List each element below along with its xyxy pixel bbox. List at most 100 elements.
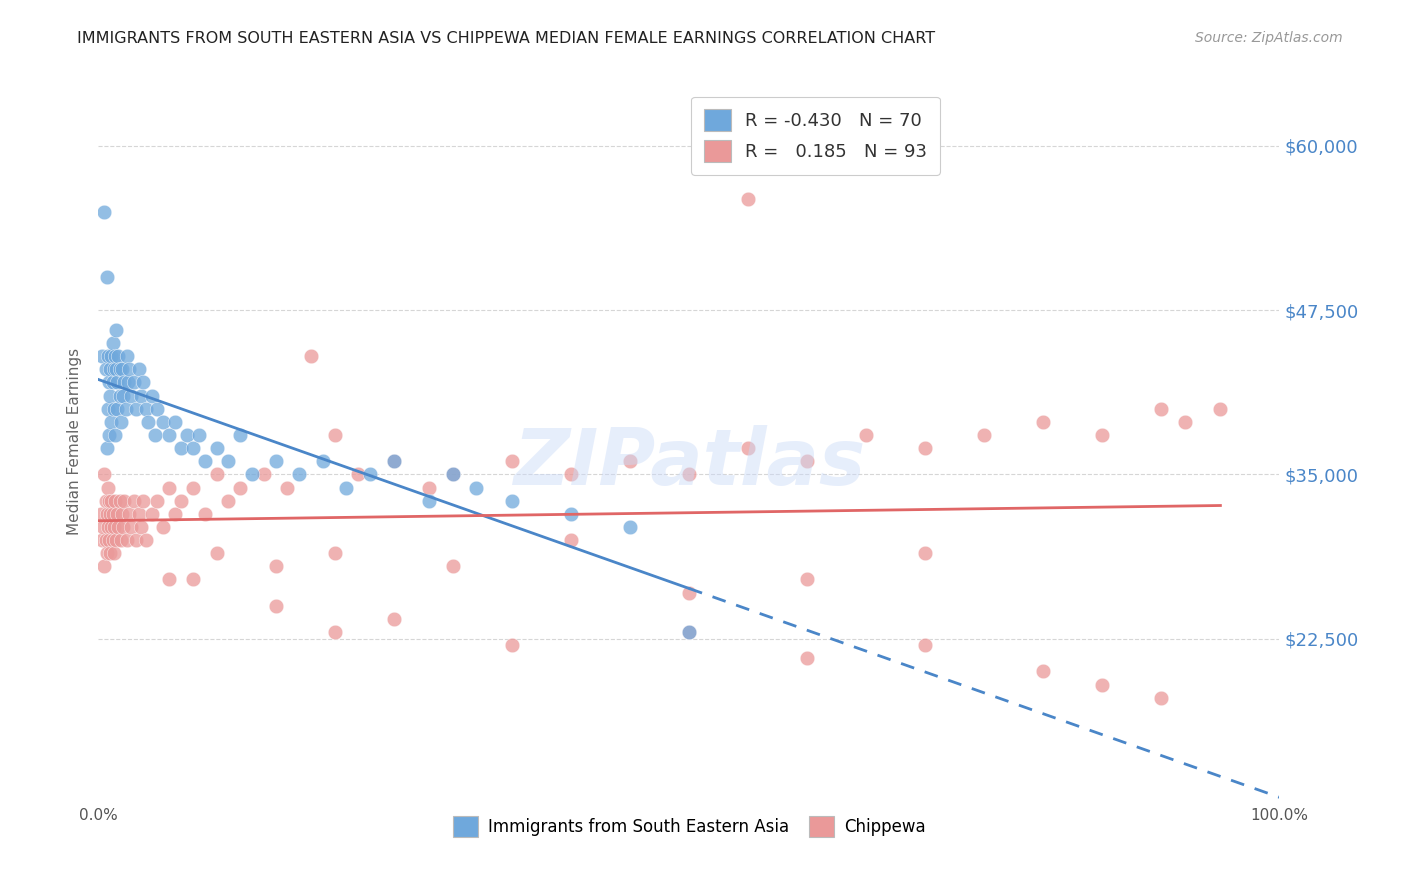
Point bbox=[914, 638, 936, 652]
Point bbox=[97, 520, 120, 534]
Point bbox=[100, 520, 122, 534]
Point bbox=[125, 401, 148, 416]
Point bbox=[165, 507, 187, 521]
Point bbox=[110, 533, 132, 547]
Text: IMMIGRANTS FROM SOUTH EASTERN ASIA VS CHIPPEWA MEDIAN FEMALE EARNINGS CORRELATIO: IMMIGRANTS FROM SOUTH EASTERN ASIA VS CH… bbox=[77, 31, 935, 46]
Point bbox=[170, 493, 193, 508]
Point bbox=[382, 454, 405, 468]
Point bbox=[101, 376, 124, 390]
Point bbox=[264, 559, 287, 574]
Point bbox=[111, 507, 134, 521]
Point bbox=[796, 454, 818, 468]
Text: Source: ZipAtlas.com: Source: ZipAtlas.com bbox=[1195, 31, 1343, 45]
Point bbox=[678, 625, 700, 640]
Point bbox=[94, 493, 117, 508]
Point bbox=[205, 467, 228, 482]
Point bbox=[1174, 415, 1197, 429]
Point bbox=[96, 507, 118, 521]
Point bbox=[253, 467, 276, 482]
Point bbox=[94, 533, 117, 547]
Point bbox=[97, 481, 120, 495]
Point bbox=[146, 401, 169, 416]
Point bbox=[141, 388, 163, 402]
Point bbox=[128, 507, 150, 521]
Point bbox=[107, 520, 129, 534]
Point bbox=[98, 376, 121, 390]
Point bbox=[104, 349, 127, 363]
Point bbox=[165, 415, 187, 429]
Point bbox=[560, 507, 582, 521]
Point bbox=[323, 625, 346, 640]
Y-axis label: Median Female Earnings: Median Female Earnings bbox=[67, 348, 83, 535]
Point bbox=[96, 441, 118, 455]
Point bbox=[855, 428, 877, 442]
Point bbox=[678, 625, 700, 640]
Point bbox=[418, 493, 440, 508]
Point bbox=[125, 533, 148, 547]
Point bbox=[129, 388, 152, 402]
Point bbox=[229, 481, 252, 495]
Point bbox=[323, 428, 346, 442]
Point bbox=[560, 467, 582, 482]
Point bbox=[560, 533, 582, 547]
Point bbox=[105, 533, 128, 547]
Point bbox=[501, 493, 523, 508]
Point bbox=[100, 349, 122, 363]
Point bbox=[152, 520, 174, 534]
Point bbox=[104, 493, 127, 508]
Point bbox=[122, 493, 145, 508]
Point bbox=[288, 467, 311, 482]
Point bbox=[1150, 401, 1173, 416]
Text: ZIPatlas: ZIPatlas bbox=[513, 425, 865, 501]
Point bbox=[107, 349, 129, 363]
Point bbox=[157, 573, 180, 587]
Point bbox=[105, 323, 128, 337]
Point bbox=[108, 493, 131, 508]
Point bbox=[1150, 690, 1173, 705]
Point bbox=[108, 362, 131, 376]
Point bbox=[112, 376, 135, 390]
Point bbox=[103, 362, 125, 376]
Point bbox=[205, 441, 228, 455]
Point bbox=[135, 401, 157, 416]
Point bbox=[112, 388, 135, 402]
Point bbox=[194, 507, 217, 521]
Point bbox=[91, 520, 114, 534]
Point bbox=[91, 349, 114, 363]
Point bbox=[678, 585, 700, 599]
Point bbox=[441, 559, 464, 574]
Point bbox=[170, 441, 193, 455]
Point bbox=[187, 428, 209, 442]
Point bbox=[194, 454, 217, 468]
Point bbox=[98, 546, 121, 560]
Point bbox=[103, 520, 125, 534]
Point bbox=[108, 388, 131, 402]
Point bbox=[90, 507, 112, 521]
Point bbox=[359, 467, 381, 482]
Point bbox=[796, 573, 818, 587]
Point bbox=[441, 467, 464, 482]
Point bbox=[103, 401, 125, 416]
Point bbox=[335, 481, 357, 495]
Point bbox=[264, 454, 287, 468]
Point bbox=[501, 638, 523, 652]
Point bbox=[104, 428, 127, 442]
Point bbox=[100, 493, 122, 508]
Point bbox=[110, 415, 132, 429]
Point bbox=[501, 454, 523, 468]
Point bbox=[240, 467, 263, 482]
Point bbox=[973, 428, 995, 442]
Point bbox=[418, 481, 440, 495]
Point bbox=[103, 546, 125, 560]
Point bbox=[122, 376, 145, 390]
Point bbox=[382, 454, 405, 468]
Point bbox=[181, 441, 204, 455]
Point bbox=[135, 533, 157, 547]
Point bbox=[299, 349, 322, 363]
Point bbox=[678, 467, 700, 482]
Point bbox=[96, 546, 118, 560]
Point bbox=[205, 546, 228, 560]
Point bbox=[118, 362, 141, 376]
Point bbox=[276, 481, 298, 495]
Point bbox=[97, 401, 120, 416]
